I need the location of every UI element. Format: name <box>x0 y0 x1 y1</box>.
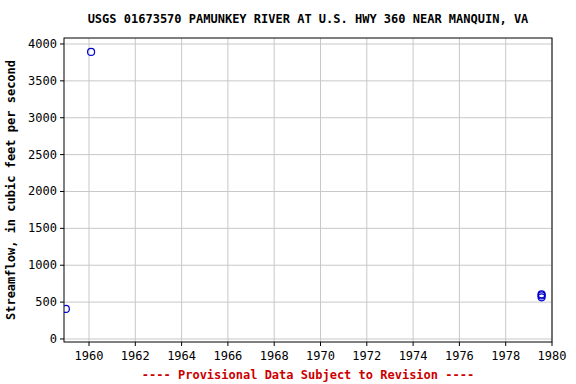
tick <box>60 191 64 192</box>
footer: ---- Provisional Data Subject to Revisio… <box>142 368 474 382</box>
tick-label: 3000 <box>28 111 57 125</box>
tick <box>459 342 460 346</box>
tick <box>60 80 64 81</box>
tick-label: 1000 <box>28 258 57 272</box>
grid-line <box>64 302 552 303</box>
grid-line <box>413 38 414 342</box>
tick <box>60 302 64 303</box>
tick-label: 1974 <box>399 349 428 363</box>
tick <box>413 342 414 346</box>
tick <box>60 117 64 118</box>
tick <box>60 338 64 339</box>
grid-line <box>459 38 460 342</box>
tick <box>181 342 182 346</box>
y-axis-label: Streamflow, in cubic feet per second <box>4 60 18 320</box>
tick <box>89 342 90 346</box>
tick-label: 1980 <box>538 349 567 363</box>
tick-label: 1976 <box>445 349 474 363</box>
point <box>538 294 545 301</box>
tick-label: 1966 <box>213 349 242 363</box>
grid-line <box>64 154 552 155</box>
tick <box>505 342 506 346</box>
background <box>0 0 576 384</box>
tick <box>60 228 64 229</box>
title: USGS 01673570 PAMUNKEY RIVER AT U.S. HWY… <box>88 12 529 26</box>
tick-label: 3500 <box>28 74 57 88</box>
tick-label: 1962 <box>121 349 150 363</box>
grid-line <box>89 38 90 342</box>
tick-label: 500 <box>35 295 57 309</box>
tick-label: 2500 <box>28 148 57 162</box>
tick-label: 1978 <box>491 349 520 363</box>
tick-label: 4000 <box>28 37 57 51</box>
grid-line <box>64 80 552 81</box>
tick <box>552 342 553 346</box>
tick <box>366 342 367 346</box>
point <box>88 48 95 55</box>
grid <box>64 38 552 342</box>
grid-line <box>366 38 367 342</box>
point <box>64 305 69 312</box>
grid-line <box>181 38 182 342</box>
chart: 0 500 1000 1500 2000 2500 3000 3500 4000 1960 1962… <box>0 0 576 384</box>
tick-label: 2000 <box>28 184 57 198</box>
tick <box>60 43 64 44</box>
tick-label: 1500 <box>28 221 57 235</box>
tick <box>135 342 136 346</box>
tick <box>60 265 64 266</box>
plot-frame <box>64 38 552 342</box>
grid-line <box>64 117 552 118</box>
tick-label: 1960 <box>75 349 104 363</box>
tick <box>320 342 321 346</box>
tick-label: 1970 <box>306 349 335 363</box>
grid-line <box>64 338 552 339</box>
grid-line <box>505 38 506 342</box>
tick <box>60 154 64 155</box>
grid-line <box>64 265 552 266</box>
tick <box>274 342 275 346</box>
tick-label: 1968 <box>260 349 289 363</box>
tick-label: 1972 <box>352 349 381 363</box>
grid-line <box>135 38 136 342</box>
grid-line <box>227 38 228 342</box>
grid-line <box>64 191 552 192</box>
points <box>64 48 545 312</box>
tick-label: 0 <box>50 332 57 346</box>
grid-line <box>320 38 321 342</box>
grid-line <box>274 38 275 342</box>
tick-label: 1964 <box>167 349 196 363</box>
grid-line <box>64 43 552 44</box>
grid-line <box>64 228 552 229</box>
tick <box>227 342 228 346</box>
